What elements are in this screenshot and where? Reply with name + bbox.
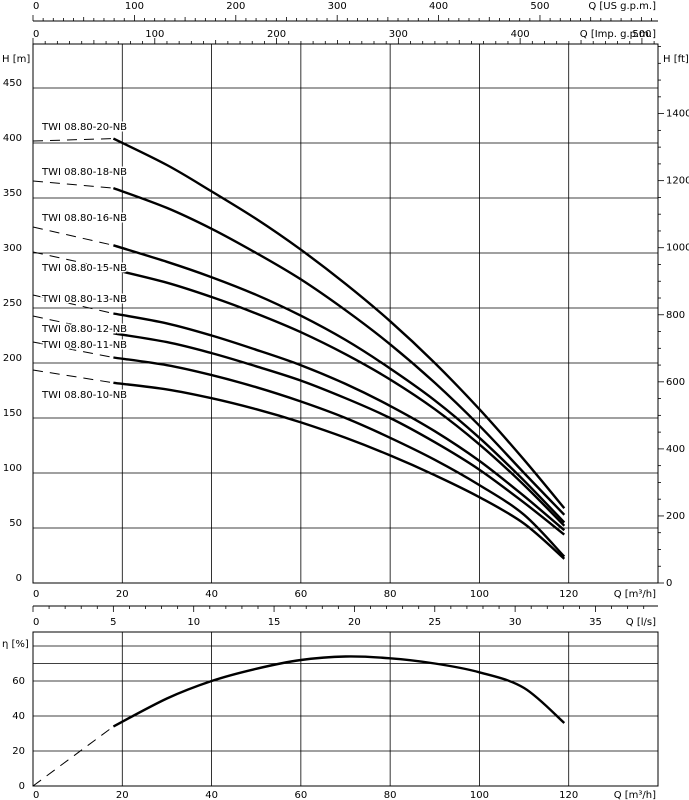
eff-x-tick-label: 0 — [33, 790, 39, 800]
head-y-tick-label: 200 — [3, 353, 22, 364]
curve-dashed-leadin — [32, 294, 114, 314]
head-x-tick-label: 60 — [294, 589, 307, 600]
efficiency-dashed-leadin — [32, 726, 114, 787]
top-axis-0-tick-label: 200 — [226, 1, 245, 12]
head-y2-tick-label: 1200 — [666, 176, 689, 187]
eff-x-tick-label: 100 — [470, 790, 489, 800]
curve-label: TWI 08.80-13-NB — [41, 294, 127, 305]
top-axis-1-tick-label: 300 — [389, 29, 408, 40]
head-y-tick-label: 0 — [16, 573, 22, 584]
eff-x-tick-label: 120 — [559, 790, 578, 800]
curve-label: TWI 08.80-11-NB — [41, 340, 127, 351]
curve-label: TWI 08.80-18-NB — [41, 167, 127, 178]
head-x-tick-label: 40 — [205, 589, 218, 600]
curve-dashed-leadin — [32, 180, 114, 189]
head-y-tick-label: 450 — [3, 78, 22, 89]
ls-axis-tick-label: 30 — [509, 617, 522, 628]
ls-axis-tick-label: 25 — [428, 617, 441, 628]
curve-dashed-leadin — [32, 315, 114, 334]
top-axis-1-tick-label: 0 — [33, 29, 39, 40]
head-y-tick-label: 350 — [3, 188, 22, 199]
head-y2-tick-label: 800 — [666, 310, 685, 321]
curve-label: TWI 08.80-10-NB — [41, 390, 127, 401]
curve-twi-08-80-12-nb — [113, 332, 566, 536]
curve-twi-08-80-16-nb — [113, 244, 566, 524]
eff-y-tick-label: 20 — [12, 746, 25, 757]
curve-dashed-leadin — [32, 138, 114, 142]
head-y2-tick-label: 200 — [666, 511, 685, 522]
curve-twi-08-80-15-nb — [113, 268, 566, 527]
ls-axis-tick-label: 20 — [348, 617, 361, 628]
eff-y-tick-label: 0 — [19, 781, 25, 792]
ls-axis-tick-label: 10 — [187, 617, 200, 628]
top-axis-1-tick-label: 200 — [267, 29, 286, 40]
curve-twi-08-80-11-nb — [113, 356, 566, 558]
curve-label: TWI 08.80-15-NB — [41, 263, 127, 274]
head-x-tick-label: 20 — [116, 589, 129, 600]
head-x-tick-label: 100 — [470, 589, 489, 600]
eff-y-axis-title: η [%] — [2, 639, 29, 650]
head-y-tick-label: 50 — [9, 518, 22, 529]
eff-x-axis-title: Q [m³/h] — [614, 790, 656, 800]
head-y2-tick-label: 0 — [666, 578, 672, 589]
top-axis-0-tick-label: 0 — [33, 1, 39, 12]
curve-label: TWI 08.80-16-NB — [41, 213, 127, 224]
curve-dashed-leadin — [32, 251, 114, 270]
eff-y-tick-label: 60 — [12, 676, 25, 687]
head-x-tick-label: 120 — [559, 589, 578, 600]
curve-twi-08-80-10-nb — [113, 381, 566, 560]
head-x-tick-label: 0 — [33, 589, 39, 600]
head-y2-tick-label: 400 — [666, 444, 685, 455]
head-y2-tick-label: 600 — [666, 377, 685, 388]
top-axis-1-tick-label: 400 — [511, 29, 530, 40]
curve-twi-08-80-13-nb — [113, 312, 566, 532]
head-y-tick-label: 100 — [3, 463, 22, 474]
top-axis-0-tick-label: 500 — [530, 1, 549, 12]
head-x-axis-title: Q [m³/h] — [614, 589, 656, 600]
curve-label: TWI 08.80-20-NB — [41, 122, 127, 133]
head-y-tick-label: 250 — [3, 298, 22, 309]
head-y-axis-title: H [m] — [2, 54, 30, 65]
head-x-tick-label: 80 — [384, 589, 397, 600]
top-axis-0-title: Q [US g.p.m.] — [588, 1, 656, 12]
ls-axis-title: Q [l/s] — [626, 617, 656, 628]
top-axis-0-tick-label: 100 — [125, 1, 144, 12]
head-y-tick-label: 400 — [3, 133, 22, 144]
top-axis-0-tick-label: 400 — [429, 1, 448, 12]
eff-x-tick-label: 40 — [205, 790, 218, 800]
curve-twi-08-80-18-nb — [112, 186, 566, 516]
top-axis-1-title: Q [Imp. g.p.m.] — [580, 29, 656, 40]
curve-dashed-leadin — [32, 226, 114, 246]
ls-axis-tick-label: 5 — [110, 617, 116, 628]
eff-x-tick-label: 60 — [294, 790, 307, 800]
curve-twi-08-80-20-nb — [112, 137, 566, 509]
ls-axis-tick-label: 35 — [589, 617, 602, 628]
top-axis-1-tick-label: 500 — [632, 29, 651, 40]
eff-plot-frame — [32, 631, 659, 787]
head-y-tick-label: 150 — [3, 408, 22, 419]
head-y-tick-label: 300 — [3, 243, 22, 254]
efficiency-curve — [112, 655, 566, 728]
top-axis-0-tick-label: 300 — [328, 1, 347, 12]
curve-label: TWI 08.80-12-NB — [41, 324, 127, 335]
eff-y-tick-label: 40 — [12, 711, 25, 722]
head-y2-axis-title: H [ft] — [663, 54, 689, 65]
head-y2-tick-label: 1000 — [666, 243, 689, 254]
head-plot-frame — [32, 43, 659, 584]
ls-axis-tick-label: 15 — [268, 617, 281, 628]
ls-axis-tick-label: 0 — [33, 617, 39, 628]
head-y2-tick-label: 1400 — [666, 109, 689, 120]
curve-dashed-leadin — [32, 341, 114, 358]
eff-x-tick-label: 20 — [116, 790, 129, 800]
top-axis-1-tick-label: 100 — [145, 29, 164, 40]
curve-dashed-leadin — [32, 369, 114, 384]
eff-x-tick-label: 80 — [384, 790, 397, 800]
